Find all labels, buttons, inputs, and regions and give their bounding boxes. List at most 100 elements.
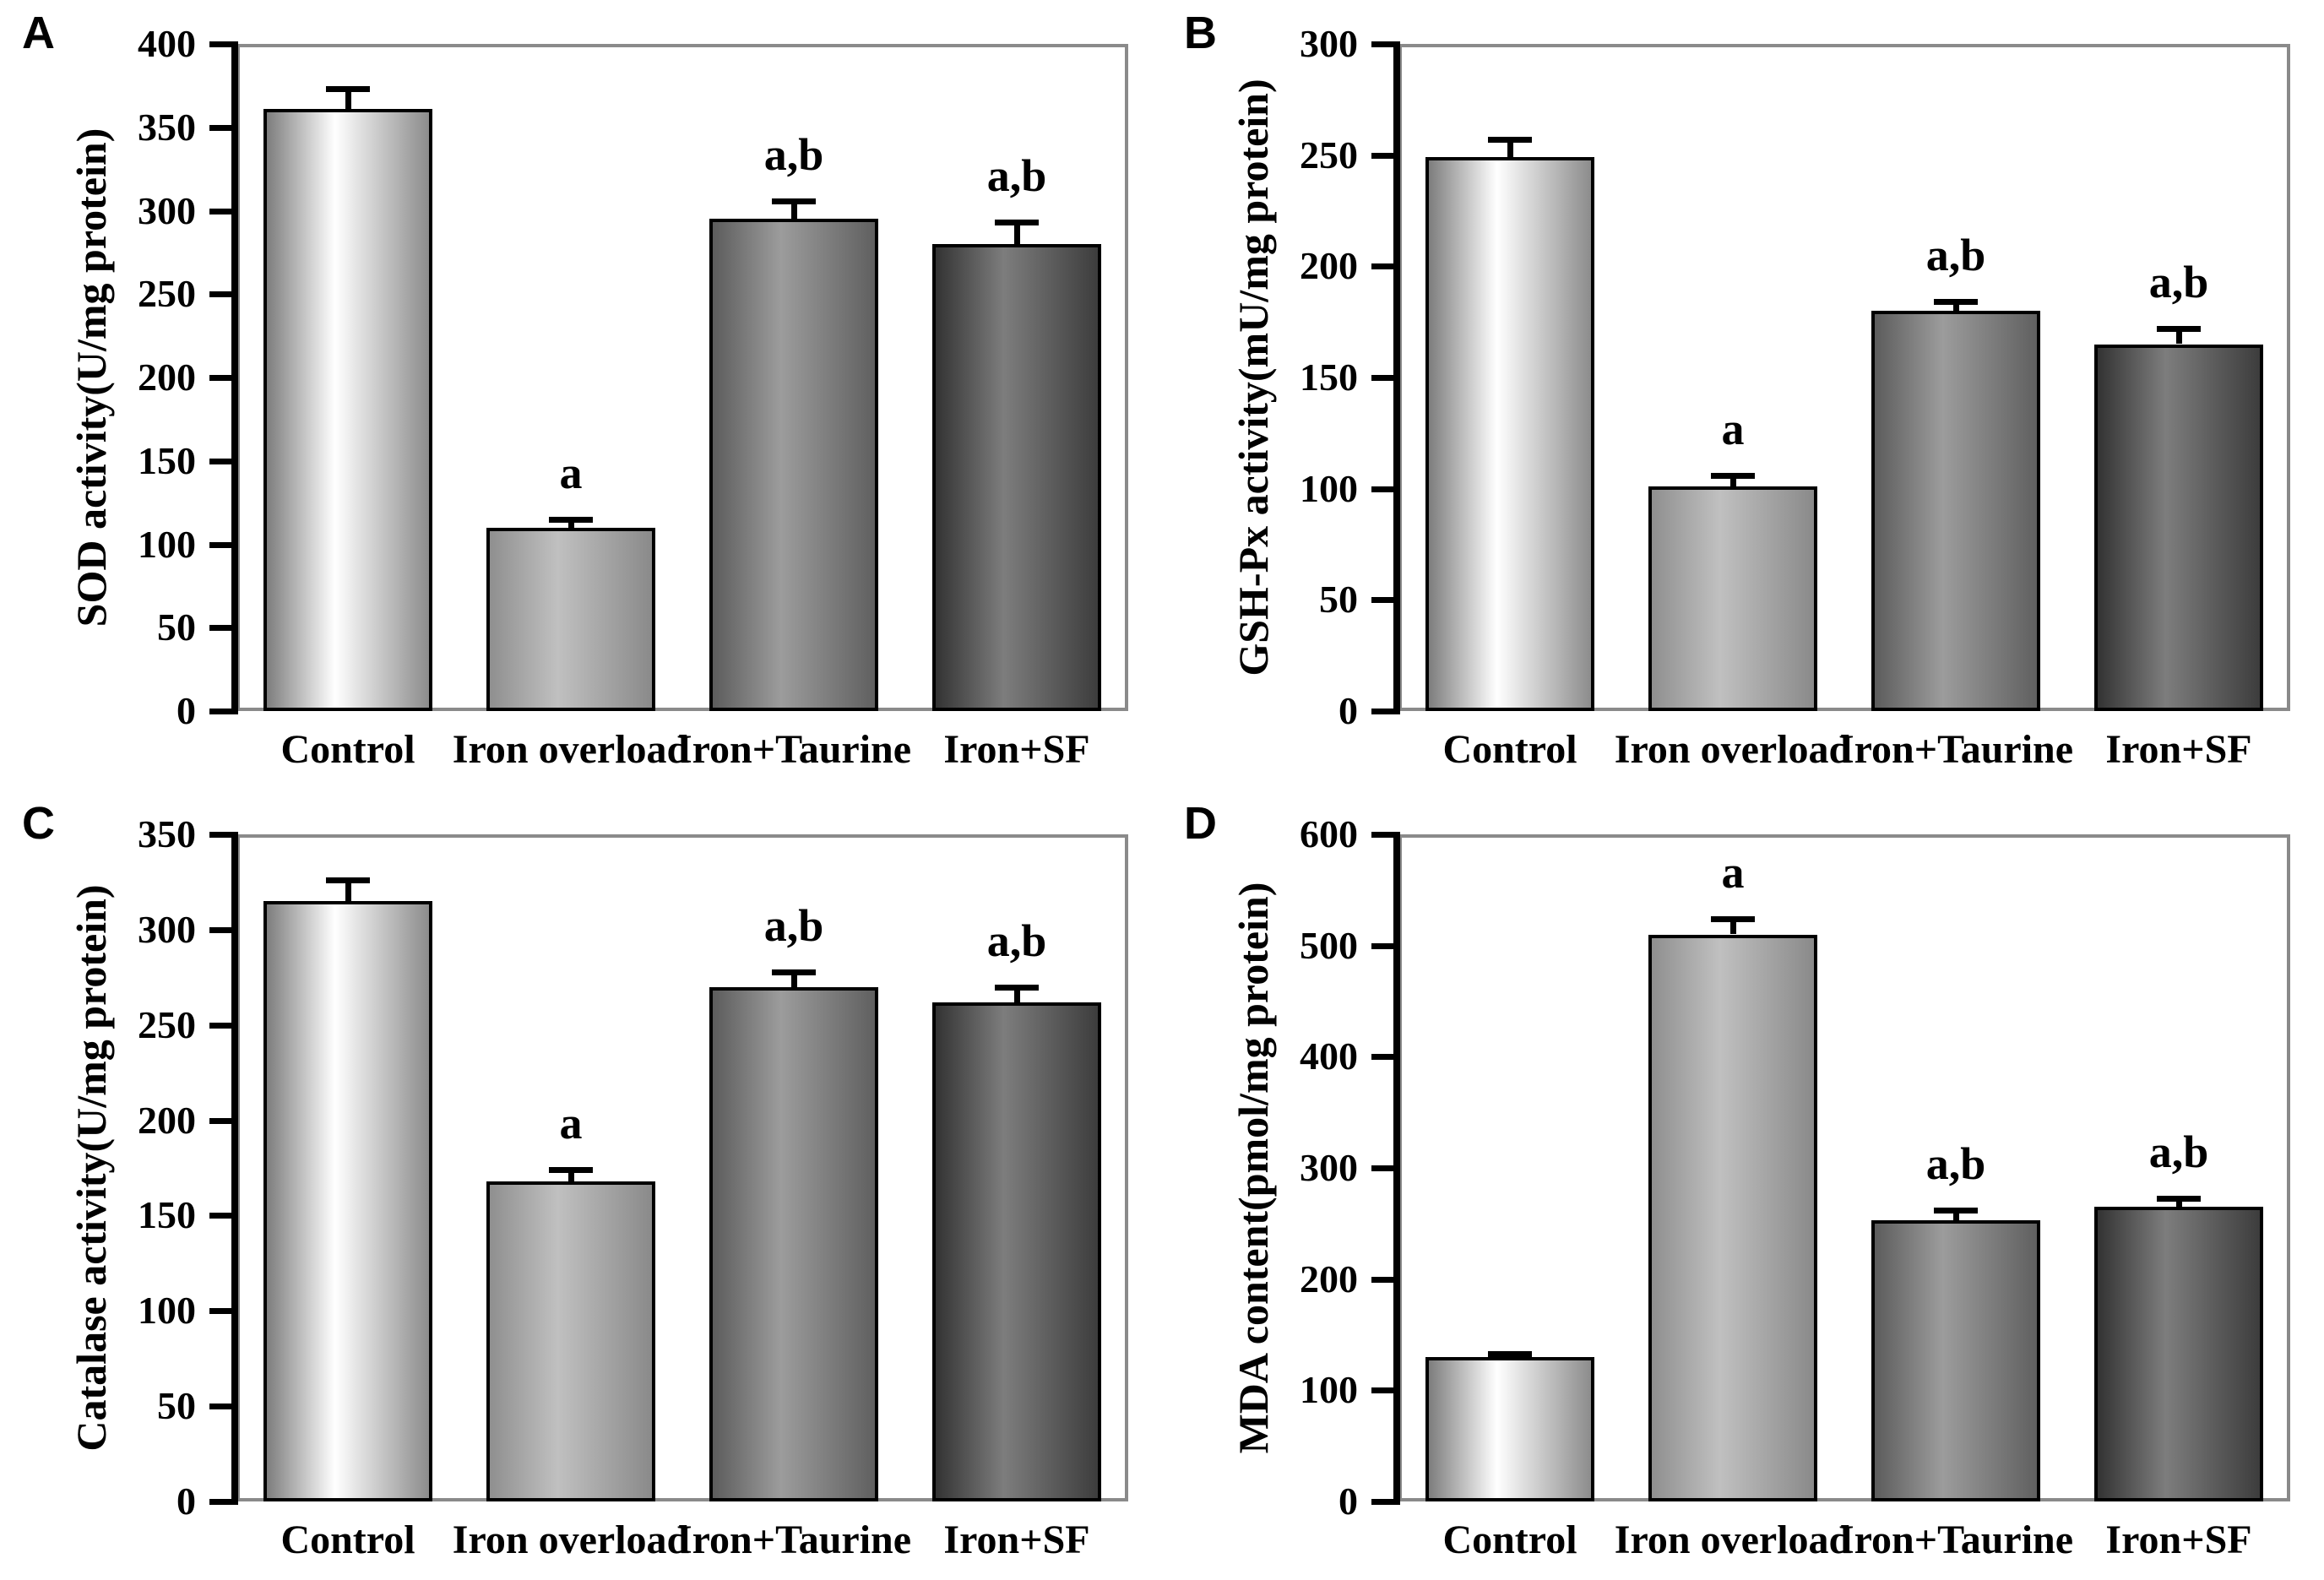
y-tick-label: 0	[176, 1480, 196, 1523]
significance-label: a,b	[763, 899, 824, 951]
y-tick	[1371, 1387, 1393, 1394]
error-bar-line	[1953, 1210, 1959, 1220]
y-tick	[1371, 41, 1393, 47]
error-bar-line	[1730, 475, 1736, 487]
significance-label: a,b	[986, 915, 1047, 966]
error-bar-line	[791, 200, 797, 220]
y-tick-label: 250	[138, 1002, 196, 1046]
significance-label: a	[1721, 847, 1745, 899]
bar-control	[263, 901, 432, 1501]
x-category-label: Iron overload	[1614, 1518, 1852, 1562]
error-bar-cap	[549, 1167, 593, 1174]
bar-iron-sf	[932, 244, 1101, 711]
y-tick-label: 300	[138, 188, 196, 232]
error-bar-line	[1730, 919, 1736, 935]
y-tick	[1371, 597, 1393, 604]
y-tick-label: 250	[1300, 133, 1358, 176]
significance-label: a	[559, 1098, 583, 1149]
y-tick	[1371, 375, 1393, 381]
bar-iron-overload	[1648, 934, 1817, 1501]
x-category-label: Iron+SF	[2105, 1518, 2252, 1562]
error-bar-cap	[1934, 1208, 1978, 1214]
error-bar-line	[345, 89, 351, 109]
panel-letter-B: B	[1184, 8, 1217, 58]
y-tick	[1371, 486, 1393, 492]
error-bar-cap	[1488, 137, 1532, 144]
error-bar-line	[791, 971, 797, 987]
y-tick-label: 250	[138, 272, 196, 316]
panel-C: C Catalase activity(U/mg protein) 0 50 100…	[0, 790, 1162, 1580]
y-tick-label: 150	[1300, 356, 1358, 399]
y-tick	[1371, 709, 1393, 714]
y-tick	[1371, 832, 1393, 838]
bar-iron-taurine	[709, 219, 878, 711]
x-category-label: Iron+SF	[2105, 727, 2252, 772]
x-category-label: Iron+SF	[943, 1518, 1090, 1562]
y-tick-label: 200	[138, 1098, 196, 1142]
y-tick-label: 50	[1319, 578, 1358, 622]
bar-iron-overload	[1648, 486, 1817, 711]
bar-iron-sf	[2094, 344, 2263, 711]
x-category-label: Iron overload	[452, 727, 690, 772]
y-tick	[209, 709, 231, 714]
significance-label: a	[1721, 403, 1745, 454]
y-tick	[1371, 942, 1393, 949]
error-bar-cap	[549, 516, 593, 523]
y-tick-label: 0	[1338, 1480, 1358, 1523]
bar-iron-taurine	[1871, 1219, 2040, 1501]
y-tick-label: 350	[138, 105, 196, 149]
y-tick-label: 150	[138, 1193, 196, 1237]
y-tick	[209, 1213, 231, 1219]
y-tick	[209, 1499, 231, 1505]
error-bar-line	[568, 1170, 574, 1181]
y-tick	[1371, 1276, 1393, 1283]
x-category-label: Control	[1442, 1518, 1577, 1562]
y-tick-label: 200	[138, 356, 196, 399]
x-category-label: Iron+SF	[943, 727, 1090, 772]
y-tick	[209, 1022, 231, 1029]
error-bar-cap	[772, 969, 816, 975]
y-tick	[1371, 1054, 1393, 1061]
y-tick-label: 50	[157, 605, 196, 649]
y-axis	[231, 41, 238, 714]
bar-iron-sf	[2094, 1207, 2263, 1501]
significance-label: a	[559, 447, 583, 498]
error-bar-line	[1014, 222, 1020, 244]
x-category-label: Control	[280, 727, 415, 772]
x-category-label: Iron overload	[452, 1518, 690, 1562]
y-tick-label: 200	[1300, 1257, 1358, 1300]
x-category-label: Iron+Taurine	[1838, 727, 2074, 772]
error-bar-cap	[2157, 1195, 2201, 1202]
error-bar-cap	[326, 86, 370, 93]
error-bar-cap	[1488, 1350, 1532, 1357]
y-tick-label: 600	[1300, 812, 1358, 855]
significance-label: a,b	[1925, 1138, 1986, 1190]
bar-iron-taurine	[709, 986, 878, 1501]
y-tick-label: 300	[1300, 1146, 1358, 1189]
significance-label: a,b	[2148, 257, 2209, 308]
bar-iron-overload	[486, 1181, 655, 1501]
error-bar-cap	[1711, 472, 1755, 479]
error-bar-line	[2176, 1197, 2182, 1208]
x-category-label: Control	[1442, 727, 1577, 772]
y-tick	[1371, 263, 1393, 270]
y-tick-label: 50	[157, 1384, 196, 1428]
y-tick	[209, 208, 231, 214]
bar-iron-taurine	[1871, 311, 2040, 711]
x-category-label: Iron+Taurine	[676, 727, 912, 772]
error-bar-line	[2176, 328, 2182, 345]
y-tick	[209, 1404, 231, 1410]
y-tick-label: 100	[138, 1289, 196, 1333]
y-tick	[209, 832, 231, 838]
y-tick-label: 300	[138, 907, 196, 951]
error-bar-cap	[772, 198, 816, 204]
x-category-label: Iron overload	[1614, 727, 1852, 772]
bar-iron-sf	[932, 1002, 1101, 1501]
error-bar-line	[1953, 301, 1959, 311]
panel-letter-C: C	[22, 798, 55, 849]
y-tick	[209, 926, 231, 933]
y-tick	[209, 458, 231, 464]
error-bar-cap	[1934, 299, 1978, 306]
y-tick-label: 100	[138, 522, 196, 566]
y-tick	[1371, 1499, 1393, 1505]
